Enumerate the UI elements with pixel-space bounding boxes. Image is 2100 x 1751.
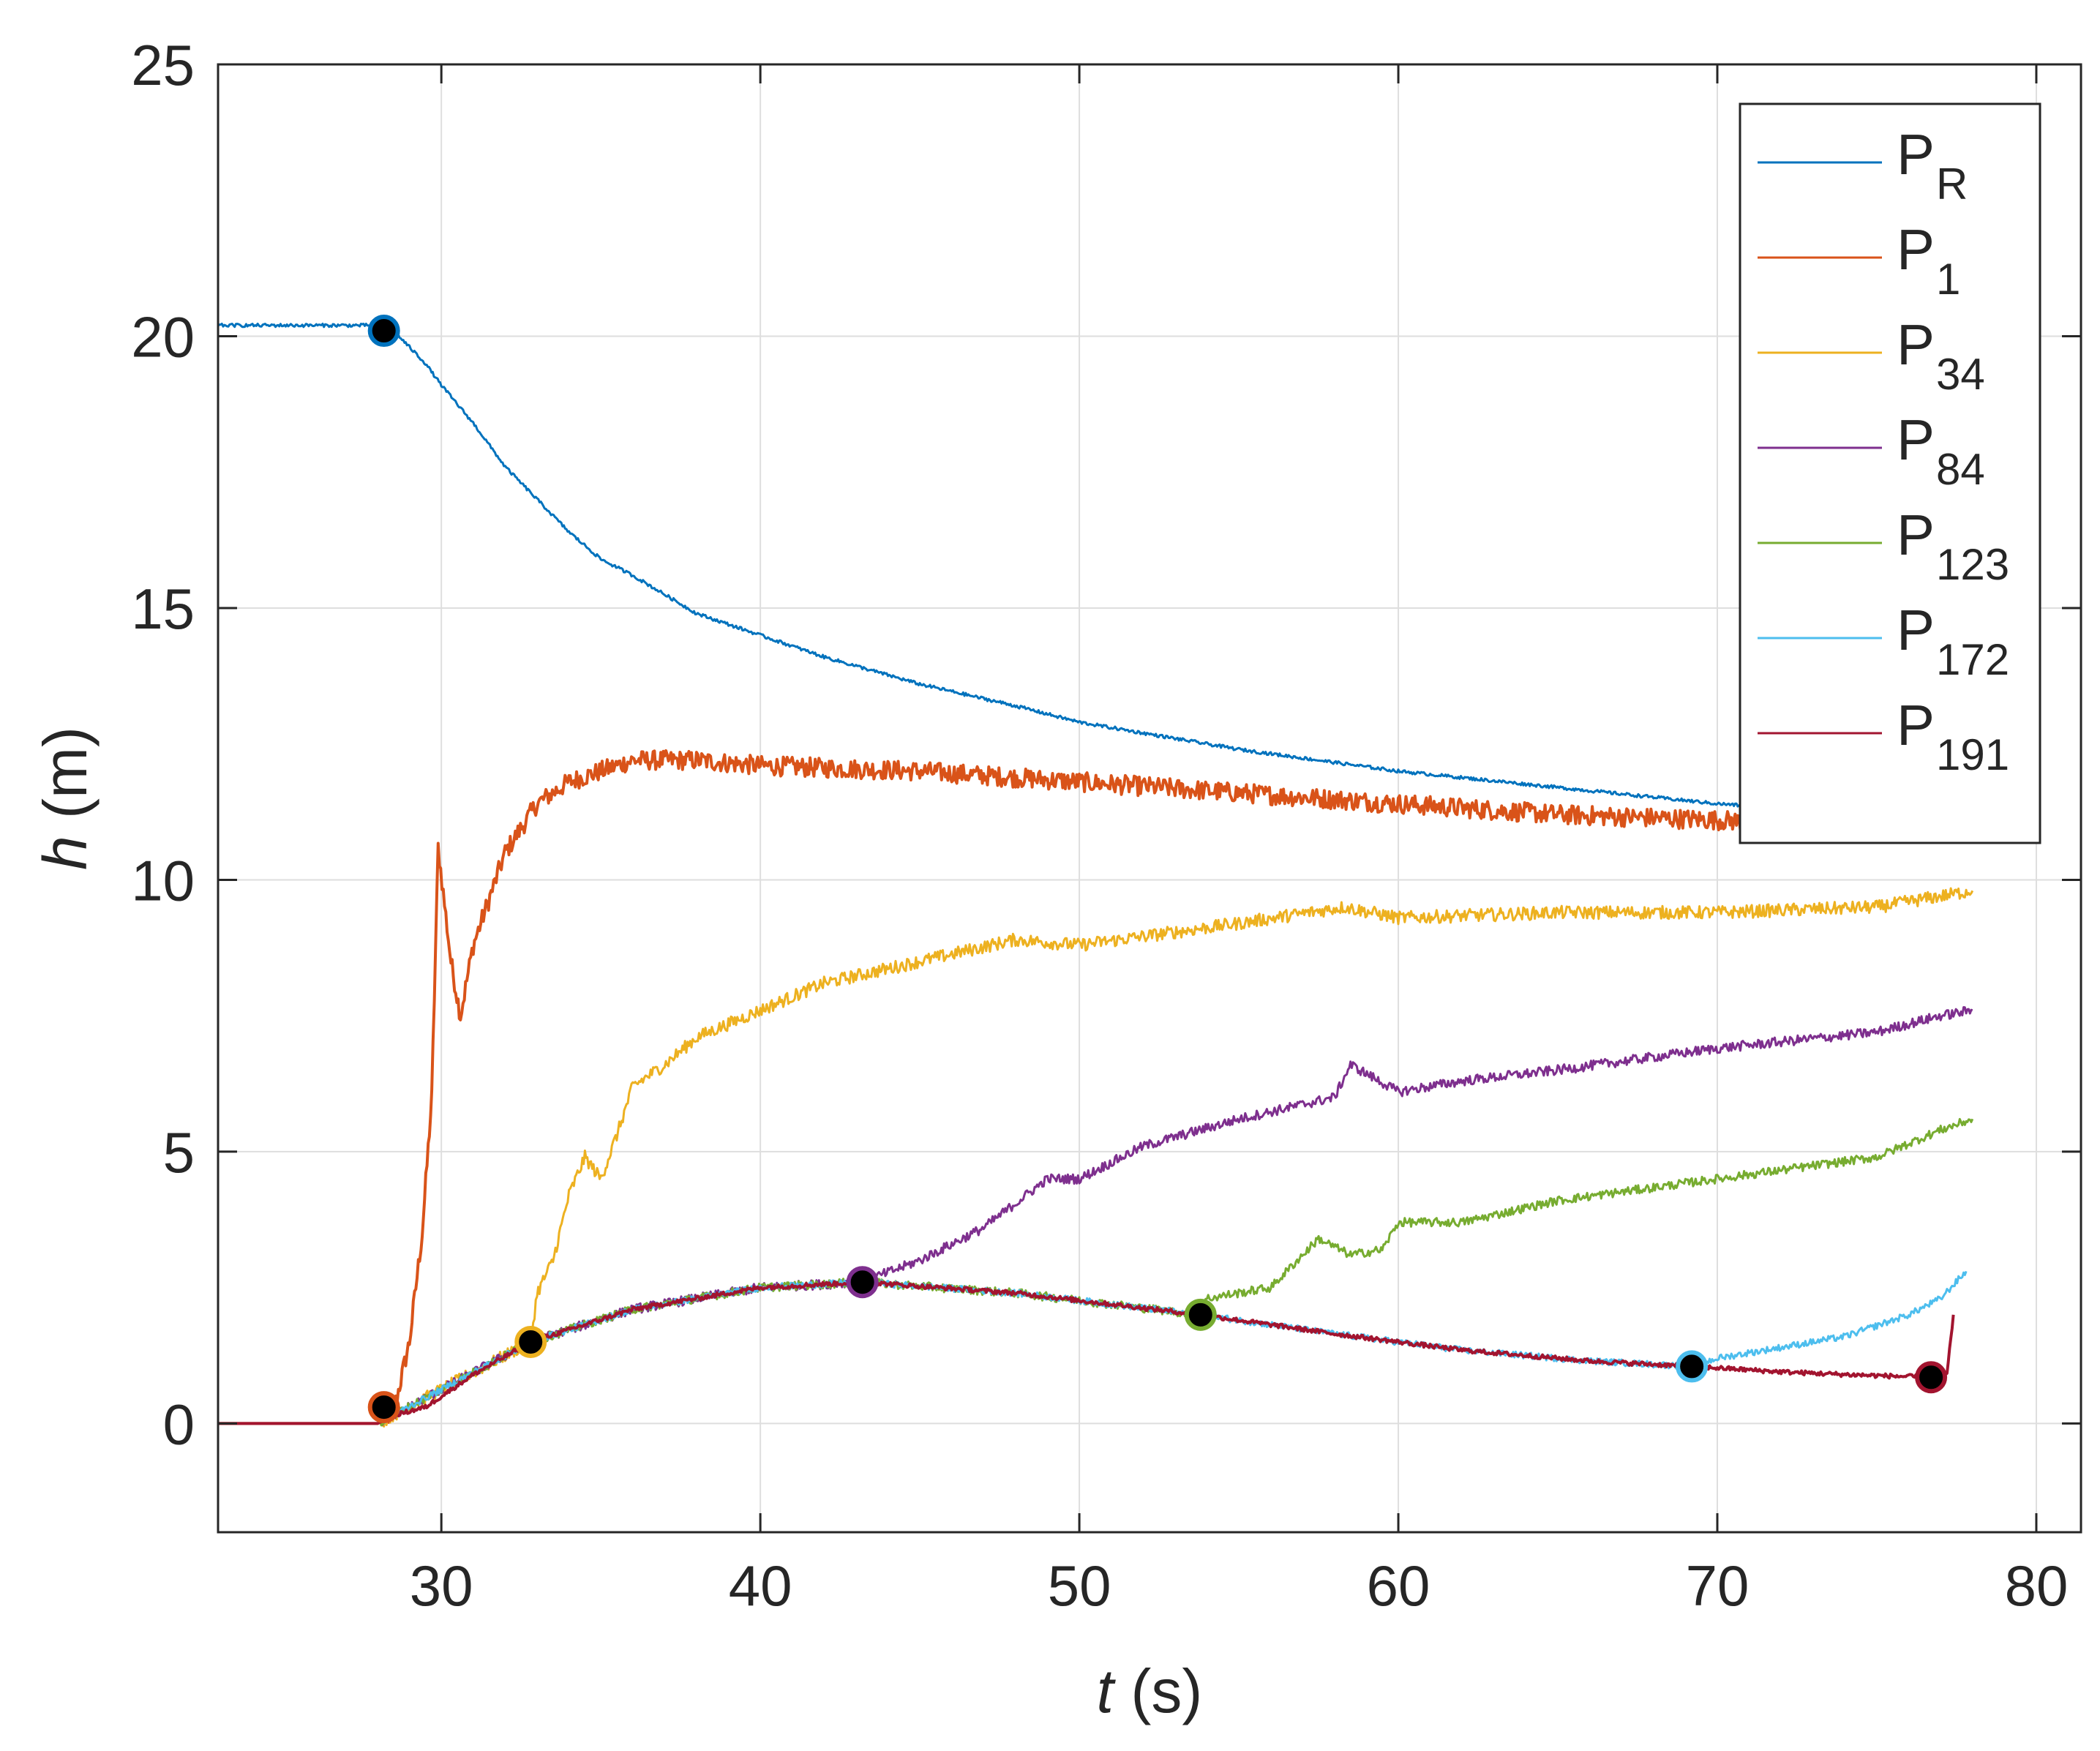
event-marker <box>846 1266 879 1299</box>
legend-entry-subscript: R <box>1936 160 1968 209</box>
y-tick-label: 5 <box>163 1120 195 1185</box>
legend-entry-name: P <box>1897 693 1935 757</box>
x-tick-label: 40 <box>729 1553 792 1618</box>
event-marker <box>1184 1298 1217 1331</box>
series-line-P1 <box>218 749 1974 1426</box>
legend-entry-name: P <box>1897 312 1935 377</box>
legend-entry-subscript: 123 <box>1936 540 2009 589</box>
x-tick-label: 50 <box>1048 1553 1111 1618</box>
legend-entry-subscript: 1 <box>1936 255 1960 304</box>
legend-entry-name: P <box>1897 217 1935 282</box>
series-line-P34 <box>218 887 1974 1428</box>
plot-area-frame <box>217 63 2082 1534</box>
legend-entry-name: P <box>1897 122 1935 187</box>
legend-entry: P191 <box>1897 693 2009 779</box>
event-marker <box>367 1391 400 1424</box>
x-axis-variable: t <box>1097 1657 1117 1725</box>
legend-entry: P34 <box>1897 312 1985 399</box>
legend-entry: P172 <box>1897 598 2009 684</box>
y-tick-label: 0 <box>163 1392 195 1456</box>
legend-entry-name: P <box>1897 408 1935 472</box>
legend-entry-name: P <box>1897 503 1935 567</box>
legend-entry-subscript: 84 <box>1936 445 1985 494</box>
y-tick-label: 25 <box>131 33 195 97</box>
x-axis-unit: (s) <box>1114 1657 1202 1725</box>
x-tick-label: 70 <box>1686 1553 1750 1618</box>
legend-entry: P84 <box>1897 408 1985 494</box>
marker-layer <box>367 315 1948 1424</box>
event-marker <box>1915 1361 1948 1394</box>
x-tick-label: 60 <box>1367 1553 1430 1618</box>
legend-box <box>1739 102 2041 844</box>
y-tick-label: 10 <box>131 848 195 912</box>
x-tick-label: 30 <box>410 1553 473 1618</box>
legend-entry: P123 <box>1897 503 2009 589</box>
y-axis-label: h (m) <box>31 727 100 870</box>
series-layer <box>218 322 1974 1428</box>
event-marker <box>367 315 400 348</box>
series-line-PR <box>218 322 1973 828</box>
y-tick-label: 20 <box>131 304 195 369</box>
axis-ticks: 30 40 50 60 70 80 0 5 10 15 20 25 <box>131 33 2081 1618</box>
y-tick-label: 15 <box>131 577 195 641</box>
legend-entry-name: P <box>1897 598 1935 662</box>
legend-entry-subscript: 191 <box>1936 730 2009 779</box>
event-marker <box>514 1325 547 1358</box>
x-axis-label: t (s) <box>1097 1657 1203 1725</box>
y-axis-unit: (m) <box>31 727 100 836</box>
legend-entry-subscript: 34 <box>1936 350 1985 399</box>
legend-entry-subscript: 172 <box>1936 635 2009 684</box>
y-axis-variable: h <box>31 836 100 870</box>
event-marker <box>1676 1350 1709 1383</box>
legend-entry: P1 <box>1897 217 1960 304</box>
x-tick-label: 80 <box>2005 1553 2069 1618</box>
series-line-P191 <box>218 1279 1955 1425</box>
legend-entry: PR <box>1897 122 1968 209</box>
